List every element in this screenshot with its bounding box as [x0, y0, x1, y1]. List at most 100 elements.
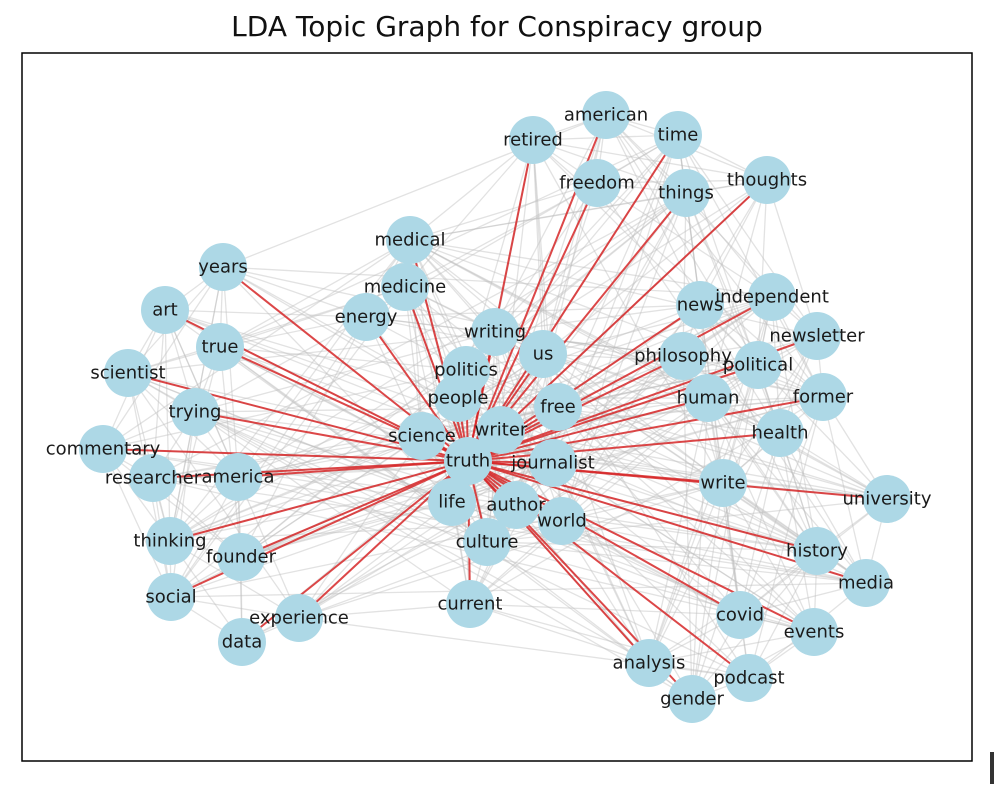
node-label-trying: trying	[169, 402, 222, 423]
edge-people-health	[457, 397, 781, 434]
node-political	[734, 341, 782, 389]
edge-political-people	[457, 364, 759, 399]
edge-media-social	[170, 582, 867, 598]
node-things	[662, 169, 710, 217]
cursor-mark	[990, 752, 994, 784]
edge-years-former	[222, 266, 824, 398]
node-label-culture: culture	[456, 532, 519, 553]
edge-energy-social	[170, 316, 367, 598]
edge-time-free	[557, 134, 679, 408]
node-label-life: life	[438, 492, 465, 513]
node-experience	[275, 594, 323, 642]
edge-writing-trying	[194, 331, 496, 413]
edge-art-energy	[164, 309, 367, 318]
edge-write-experience	[298, 482, 724, 619]
edge-independent-life	[451, 296, 773, 503]
edge-human-analysis	[648, 397, 709, 664]
edge-write-world	[561, 482, 724, 522]
node-time	[654, 111, 702, 159]
edge-researcher-media	[152, 477, 867, 584]
edge-american-us	[542, 114, 607, 355]
node-america	[214, 453, 262, 501]
edge-free-events	[557, 406, 815, 633]
edge-commentary-founder	[102, 448, 242, 558]
edge-art-thinking	[164, 309, 171, 542]
node-label-write: write	[700, 473, 745, 494]
edge-trying-current	[194, 411, 471, 605]
hub-edge-commentary	[102, 448, 469, 462]
node-free	[534, 383, 582, 431]
node-analysis	[625, 639, 673, 687]
node-label-retired: retired	[503, 130, 563, 151]
edge-human-history	[707, 397, 818, 552]
edge-scientist-gender	[127, 372, 693, 700]
node-label-world: world	[537, 511, 587, 532]
edge-things-political	[685, 192, 759, 366]
node-label-journalist: journalist	[510, 453, 594, 474]
edge-things-medical	[409, 192, 687, 241]
hub-edge-energy	[365, 316, 469, 462]
node-writer	[477, 406, 525, 454]
node-culture	[463, 518, 511, 566]
edge-philosophy-journalist	[552, 355, 684, 464]
edge-freedom-writing	[494, 182, 598, 333]
edge-political-analysis	[648, 364, 759, 664]
node-label-founder: founder	[206, 547, 277, 568]
node-label-thoughts: thoughts	[727, 170, 807, 191]
node-label-medicine: medicine	[364, 277, 446, 298]
edge-freedom-media	[596, 182, 867, 584]
edge-true-thinking	[169, 346, 221, 542]
node-label-writer: writer	[475, 420, 528, 441]
node-us	[519, 330, 567, 378]
edge-us-author	[515, 353, 544, 506]
edge-journalist-thinking	[169, 462, 554, 542]
edge-us-university	[542, 353, 888, 500]
edge-commentary-world	[102, 448, 563, 522]
node-current	[446, 580, 494, 628]
node-commentary	[79, 425, 127, 473]
node-world	[538, 497, 586, 545]
hub-edge-america	[237, 460, 469, 478]
node-former	[799, 373, 847, 421]
node-label-gender: gender	[660, 689, 724, 710]
node-newsletter	[793, 312, 841, 360]
edge-life-experience	[298, 501, 453, 619]
edge-politics-founder	[240, 369, 467, 558]
edge-years-america	[222, 266, 239, 478]
node-human	[684, 374, 732, 422]
edge-politics-history	[465, 369, 818, 552]
edge-freedom-us	[542, 182, 598, 355]
edge-true-politics	[219, 346, 467, 371]
edge-health-events	[779, 432, 815, 633]
hub-edge-history	[467, 460, 818, 552]
edge-philosophy-world	[561, 355, 684, 522]
edge-current-podcast	[469, 603, 750, 679]
node-label-art: art	[152, 300, 178, 321]
node-label-health: health	[752, 423, 809, 444]
node-label-american: american	[564, 105, 648, 126]
node-label-science: science	[388, 426, 456, 447]
node-label-political: political	[723, 355, 793, 376]
edge-things-researcher	[152, 192, 687, 479]
edge-freedom-independent	[596, 182, 773, 298]
edge-write-gender	[691, 482, 724, 700]
edge-former-covid	[739, 396, 824, 616]
node-label-current: current	[438, 594, 503, 615]
edge-human-world	[561, 397, 709, 522]
edge-politics-university	[465, 369, 888, 500]
edge-medical-us	[409, 239, 544, 355]
node-label-truth: truth	[446, 451, 490, 472]
node-label-researcher: researcher	[105, 468, 202, 489]
edge-political-history	[757, 364, 818, 552]
node-freedom	[573, 159, 621, 207]
node-medicine	[381, 263, 429, 311]
edge-experience-current	[298, 603, 471, 619]
node-write	[699, 459, 747, 507]
node-label-freedom: freedom	[559, 173, 634, 194]
edge-independent-write	[722, 296, 773, 484]
edge-us-events	[542, 353, 815, 633]
node-label-politics: politics	[434, 360, 498, 381]
edge-free-analysis	[557, 406, 650, 664]
node-philosophy	[659, 332, 707, 380]
node-label-data: data	[222, 632, 263, 653]
